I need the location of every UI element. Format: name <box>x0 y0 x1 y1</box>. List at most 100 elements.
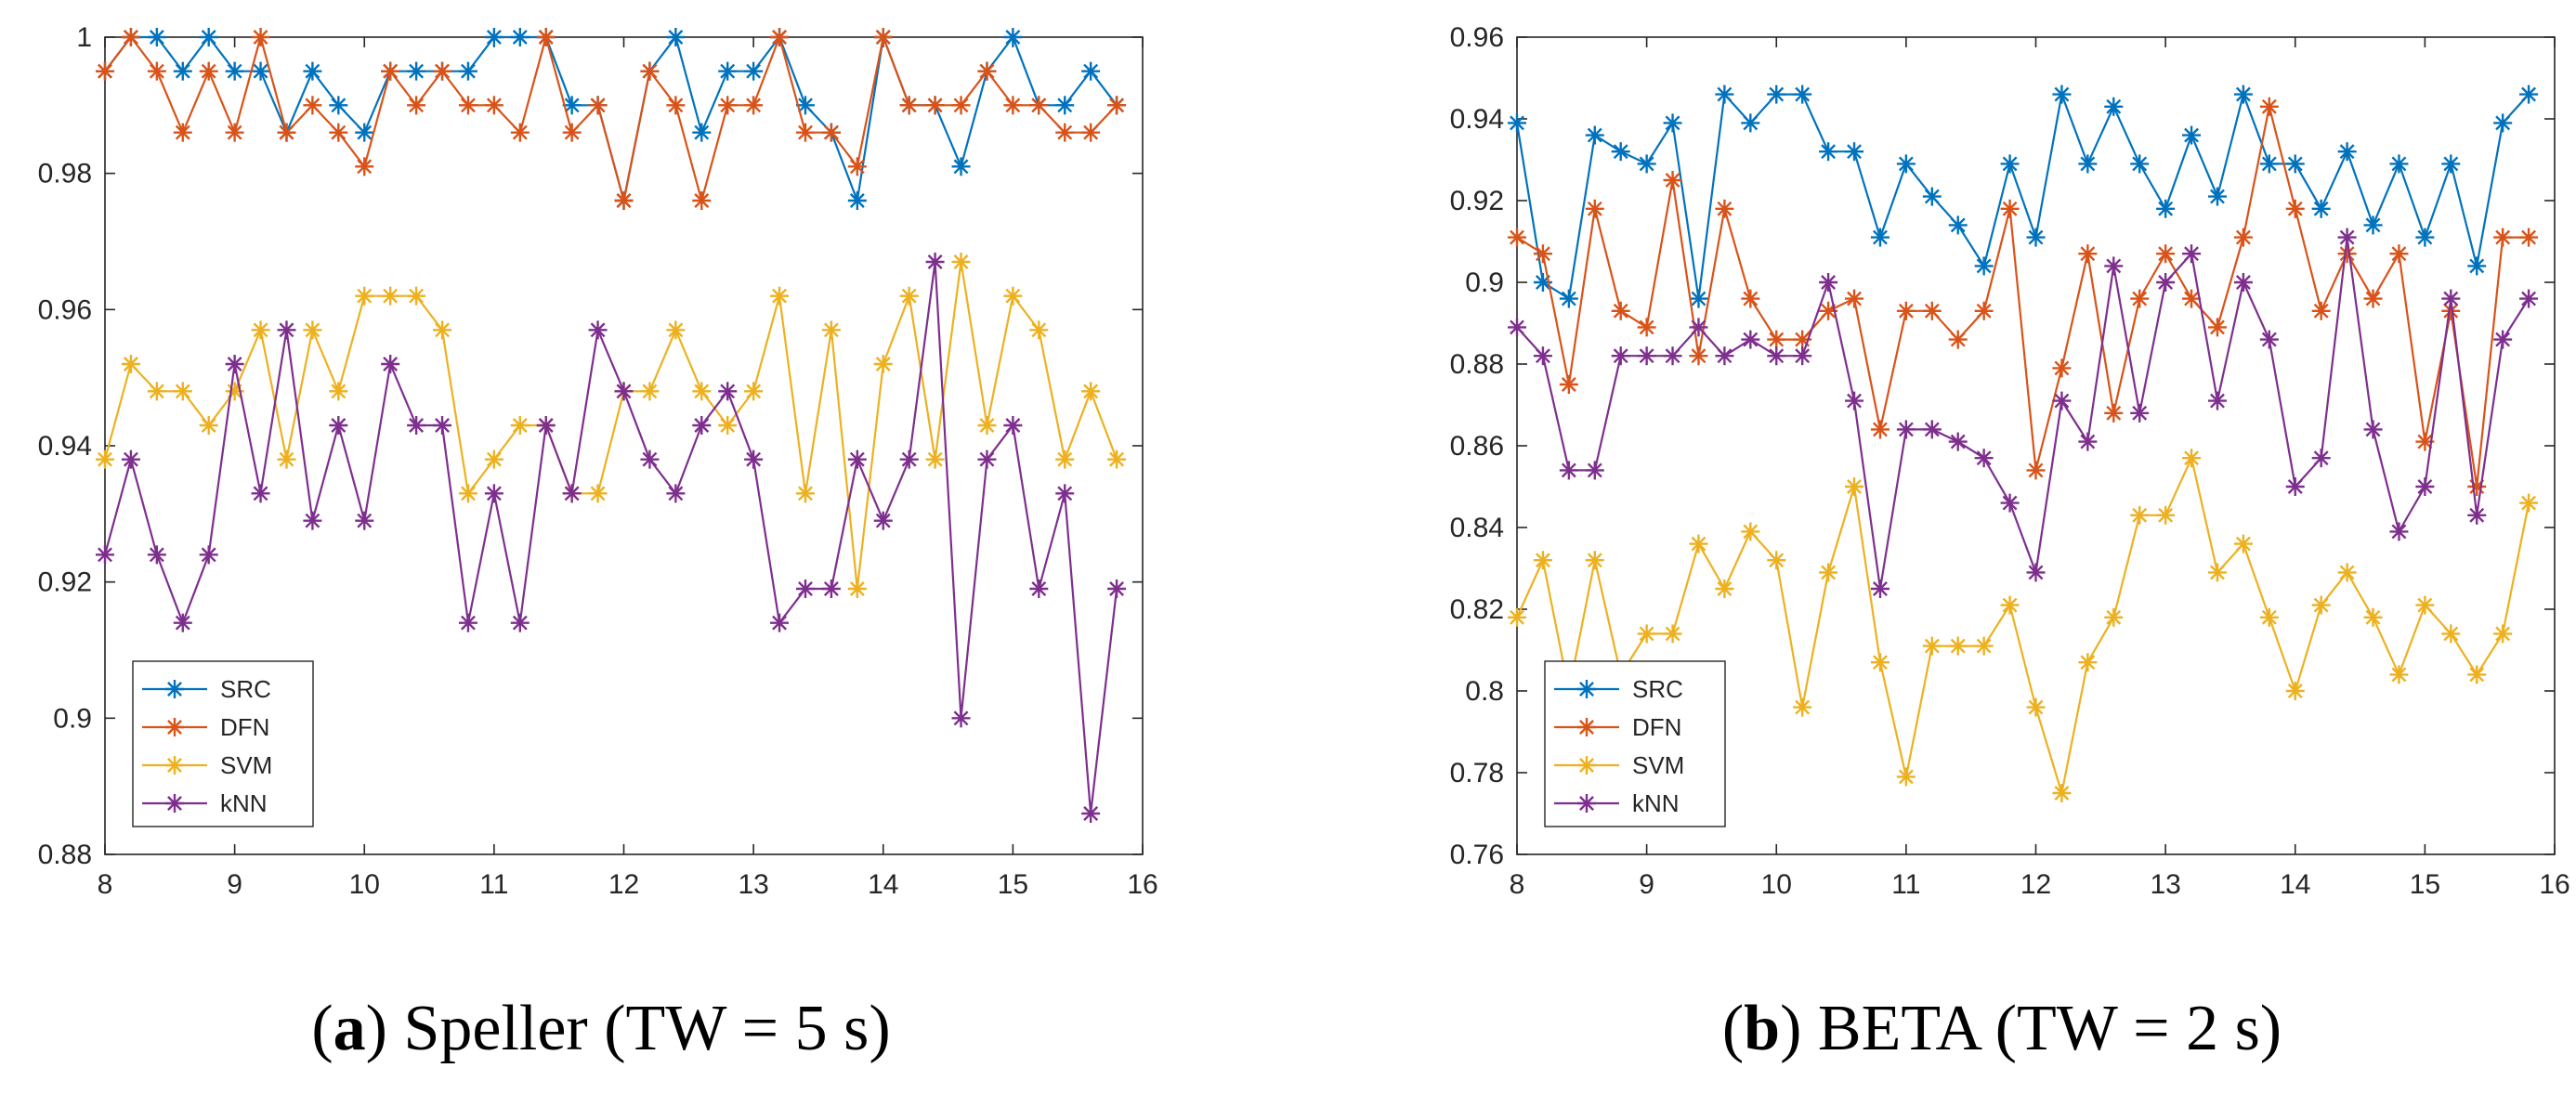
data-point-src <box>2285 154 2305 174</box>
series-dfn <box>96 28 1127 210</box>
data-point-src <box>2052 85 2072 104</box>
data-point-svm <box>847 580 867 598</box>
data-point-svm <box>1793 697 1812 717</box>
data-point-svm <box>1948 636 1968 656</box>
data-point-src <box>484 28 503 46</box>
data-point-knn <box>2026 563 2046 582</box>
data-point-dfn <box>2389 244 2409 264</box>
data-point-knn <box>821 580 841 598</box>
data-point-knn <box>899 449 919 469</box>
data-point-svm <box>458 484 477 503</box>
data-point-dfn <box>2104 403 2124 423</box>
data-point-dfn <box>1585 199 1604 218</box>
data-point-src <box>1663 113 1682 133</box>
series-line-knn <box>1516 237 2530 590</box>
legend-marker-dfn <box>1577 718 1596 736</box>
data-point-knn <box>2493 330 2513 349</box>
x-tick-label: 10 <box>1761 869 1792 900</box>
x-tick-label: 13 <box>2150 869 2180 900</box>
legend-marker-knn <box>165 794 184 813</box>
y-tick-label: 0.78 <box>1450 758 1504 788</box>
data-point-src <box>1611 142 1630 162</box>
data-point-src <box>2156 199 2176 218</box>
data-point-dfn <box>1107 96 1127 115</box>
y-tick-label: 0.82 <box>1450 594 1504 625</box>
y-tick-label: 0.76 <box>1450 840 1504 870</box>
data-point-svm <box>1819 563 1838 582</box>
data-point-svm <box>1741 522 1760 541</box>
data-point-knn <box>1559 461 1578 480</box>
data-point-svm <box>1508 607 1526 627</box>
data-point-knn <box>718 382 738 401</box>
legend: SRC DFN SVM kNN <box>1544 660 1726 827</box>
data-point-svm <box>2182 449 2202 468</box>
data-point-knn <box>1107 580 1127 598</box>
data-point-dfn <box>1611 301 1630 320</box>
data-point-svm <box>1845 477 1864 496</box>
data-point-src <box>1767 85 1786 104</box>
y-tick-label: 0.96 <box>38 294 92 325</box>
data-point-src <box>147 28 166 46</box>
series-svm <box>1508 449 2539 802</box>
data-point-dfn <box>1559 375 1578 394</box>
data-point-src <box>1896 154 1916 174</box>
data-point-svm <box>718 416 738 435</box>
data-point-dfn <box>303 96 322 115</box>
data-point-svm <box>121 355 140 373</box>
data-point-knn <box>1767 346 1786 366</box>
data-point-knn <box>1003 416 1023 435</box>
data-point-src <box>2233 85 2253 104</box>
data-point-svm <box>510 416 530 435</box>
data-point-knn <box>1689 318 1708 337</box>
data-point-svm <box>744 382 764 401</box>
data-point-knn <box>2363 420 2383 439</box>
data-point-src <box>2493 113 2513 133</box>
data-point-knn <box>2337 228 2357 247</box>
data-point-dfn <box>1637 318 1656 337</box>
data-point-svm <box>96 449 114 469</box>
data-point-dfn <box>1870 420 1890 439</box>
data-point-knn <box>1611 346 1630 366</box>
data-point-dfn <box>1974 301 1994 320</box>
data-point-knn <box>692 416 712 435</box>
data-point-svm <box>1533 551 1552 570</box>
legend-marker-src <box>165 680 184 698</box>
data-point-knn <box>925 253 945 271</box>
data-point-dfn <box>718 96 738 115</box>
data-point-svm <box>2389 665 2409 684</box>
data-point-dfn <box>2311 301 2331 320</box>
data-point-svm <box>692 382 712 401</box>
data-point-src <box>1922 187 1942 206</box>
data-point-dfn <box>873 28 893 46</box>
data-point-knn <box>173 613 192 632</box>
data-point-dfn <box>355 157 374 176</box>
legend-label-src: SRC <box>220 675 271 703</box>
y-tick-label: 0.88 <box>1450 349 1504 380</box>
data-point-svm <box>1715 580 1734 598</box>
x-tick-label: 12 <box>2020 869 2051 900</box>
data-point-svm <box>951 253 971 271</box>
data-point-svm <box>2311 595 2331 615</box>
data-point-svm <box>770 286 790 306</box>
legend-marker-src <box>1577 680 1596 698</box>
data-point-dfn <box>1003 96 1023 115</box>
data-point-src <box>1793 85 1812 104</box>
x-tick-label: 9 <box>1639 869 1654 900</box>
data-point-dfn <box>199 61 218 81</box>
data-point-knn <box>744 449 764 469</box>
caption-b-letter: b <box>1744 993 1780 1064</box>
data-point-src <box>1585 125 1604 145</box>
data-point-svm <box>2259 607 2279 627</box>
data-point-knn <box>873 511 893 530</box>
data-point-dfn <box>407 96 426 115</box>
data-point-knn <box>147 545 166 565</box>
data-point-src <box>1948 215 1968 235</box>
data-point-src <box>1081 61 1101 81</box>
caption-a-text: Speller (TW = 5 s) <box>387 993 891 1064</box>
y-tick-label: 0.98 <box>38 159 92 189</box>
data-point-knn <box>1896 420 1916 439</box>
data-point-svm <box>2130 505 2150 525</box>
data-point-svm <box>2104 607 2124 627</box>
data-point-dfn <box>2441 301 2461 320</box>
data-point-knn <box>2285 477 2305 496</box>
